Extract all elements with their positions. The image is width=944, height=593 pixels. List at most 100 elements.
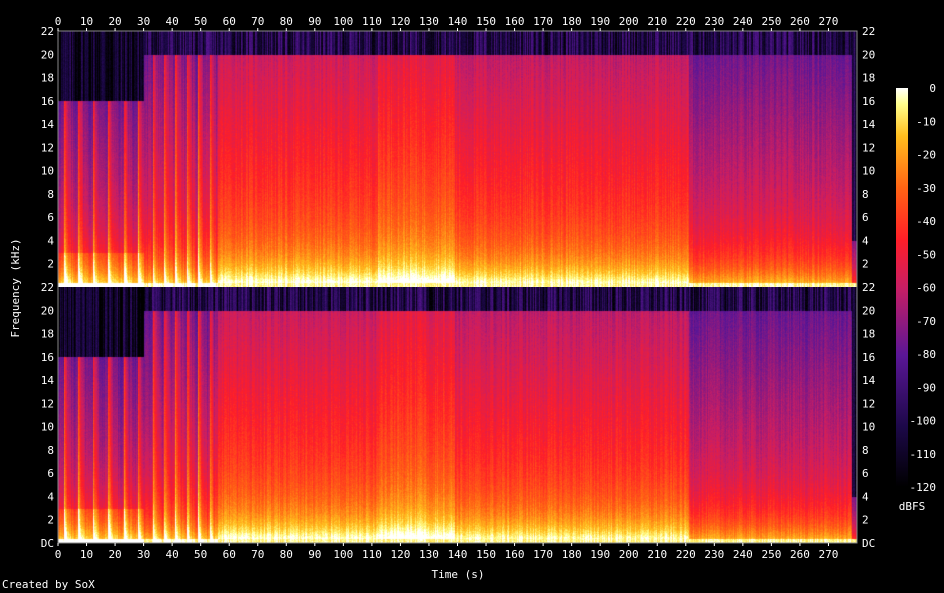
x-tick-label-top: 140: [448, 15, 468, 28]
y-tick-label-left: 14: [41, 118, 55, 131]
y-tick-label-left: 18: [41, 72, 54, 85]
x-tick-label-bottom: 80: [280, 548, 293, 561]
x-tick-label-bottom: 40: [166, 548, 179, 561]
y-tick-label-right: 22: [862, 281, 875, 294]
x-tick-label-bottom: 20: [108, 548, 121, 561]
x-tick-label-bottom: 160: [505, 548, 525, 561]
y-tick-label-right: 2: [862, 258, 869, 271]
y-tick-label-left: 14: [41, 374, 55, 387]
x-tick-label-bottom: 270: [819, 548, 839, 561]
y-tick-label-right: 12: [862, 397, 875, 410]
x-tick-label-bottom: 140: [448, 548, 468, 561]
x-tick-label-top: 220: [676, 15, 696, 28]
colorbar-tick-label: -120: [910, 481, 937, 494]
x-tick-label-bottom: 110: [362, 548, 382, 561]
colorbar-tick-label: -60: [916, 282, 936, 295]
x-tick-label-bottom: 190: [590, 548, 610, 561]
y-tick-label-right: 20: [862, 48, 875, 61]
x-tick-label-top: 260: [790, 15, 810, 28]
x-tick-label-top: 250: [761, 15, 781, 28]
y-tick-label-left: 10: [41, 421, 54, 434]
x-tick-label-bottom: 10: [80, 548, 93, 561]
x-tick-label-bottom: 170: [533, 548, 553, 561]
x-tick-label-bottom: 50: [194, 548, 207, 561]
y-tick-label-right: DC: [862, 537, 875, 550]
y-tick-label-left: 2: [47, 514, 54, 527]
x-tick-label-bottom: 260: [790, 548, 810, 561]
y-tick-label-left: 20: [41, 48, 54, 61]
x-tick-label-bottom: 0: [55, 548, 62, 561]
y-tick-label-right: 18: [862, 72, 875, 85]
x-tick-label-bottom: 100: [333, 548, 353, 561]
colorbar-unit-label: dBFS: [899, 500, 926, 513]
colorbar-tick-label: -90: [916, 381, 936, 394]
y-tick-label-left: 16: [41, 351, 54, 364]
x-tick-label-bottom: 70: [251, 548, 264, 561]
spectrogram-channel-1: [58, 31, 857, 287]
y-tick-label-left: 16: [41, 95, 54, 108]
y-tick-label-right: 14: [862, 374, 876, 387]
x-tick-label-top: 130: [419, 15, 439, 28]
colorbar-tick-label: -80: [916, 348, 936, 361]
y-tick-label-right: 16: [862, 95, 875, 108]
x-tick-label-top: 180: [562, 15, 582, 28]
colorbar-tick-label: 0: [929, 82, 936, 95]
spectrogram-channel-2: [58, 287, 857, 543]
y-tick-label-left: 22: [41, 281, 54, 294]
y-tick-label-right: 4: [862, 490, 869, 503]
x-tick-label-bottom: 180: [562, 548, 582, 561]
x-tick-label-bottom: 250: [761, 548, 781, 561]
x-tick-label-top: 150: [476, 15, 496, 28]
y-tick-label-left: 2: [47, 258, 54, 271]
y-tick-label-left: 12: [41, 397, 54, 410]
footer-credit: Created by SoX: [2, 578, 95, 591]
x-tick-label-bottom: 210: [647, 548, 667, 561]
y-tick-label-left: 12: [41, 141, 54, 154]
x-tick-label-bottom: 200: [619, 548, 639, 561]
x-tick-label-bottom: 150: [476, 548, 496, 561]
y-tick-label-left: 6: [47, 211, 54, 224]
y-tick-label-right: 8: [862, 444, 869, 457]
colorbar-tick-label: -30: [916, 182, 936, 195]
y-tick-label-right: 4: [862, 234, 869, 247]
x-tick-label-top: 80: [280, 15, 293, 28]
y-tick-label-right: 20: [862, 304, 875, 317]
x-tick-label-top: 160: [505, 15, 525, 28]
y-tick-label-right: 10: [862, 165, 875, 178]
y-tick-label-right: 12: [862, 141, 875, 154]
x-tick-label-top: 10: [80, 15, 93, 28]
x-tick-label-top: 30: [137, 15, 150, 28]
x-tick-label-top: 170: [533, 15, 553, 28]
colorbar-tick-label: -40: [916, 215, 936, 228]
y-tick-label-right: 16: [862, 351, 875, 364]
y-tick-label-left: 8: [47, 444, 54, 457]
x-tick-label-bottom: 120: [390, 548, 410, 561]
x-tick-label-top: 50: [194, 15, 207, 28]
x-tick-label-bottom: 60: [223, 548, 236, 561]
y-tick-label-right: 8: [862, 188, 869, 201]
x-tick-label-top: 120: [390, 15, 410, 28]
y-tick-label-left: 10: [41, 165, 54, 178]
y-tick-label-left: 6: [47, 467, 54, 480]
x-tick-label-top: 190: [590, 15, 610, 28]
y-tick-label-right: 18: [862, 328, 875, 341]
colorbar-tick-label: -110: [910, 448, 937, 461]
x-tick-label-bottom: 90: [308, 548, 321, 561]
y-tick-label-left: 4: [47, 490, 54, 503]
colorbar-tick-label: -100: [910, 415, 937, 428]
y-tick-label-left: 8: [47, 188, 54, 201]
y-tick-label-left: DC: [41, 537, 54, 550]
x-tick-label-bottom: 130: [419, 548, 439, 561]
x-tick-label-top: 210: [647, 15, 667, 28]
x-axis-label: Time (s): [432, 568, 485, 581]
x-tick-label-top: 90: [308, 15, 321, 28]
colorbar-tick-label: -10: [916, 115, 936, 128]
colorbar-tick-label: -50: [916, 248, 936, 261]
x-tick-label-top: 60: [223, 15, 236, 28]
x-tick-label-top: 240: [733, 15, 753, 28]
x-tick-label-top: 270: [819, 15, 839, 28]
x-tick-label-top: 230: [704, 15, 724, 28]
y-tick-label-right: 6: [862, 211, 869, 224]
y-axis-label: Frequency (kHz): [9, 238, 22, 337]
y-tick-label-left: 20: [41, 304, 54, 317]
